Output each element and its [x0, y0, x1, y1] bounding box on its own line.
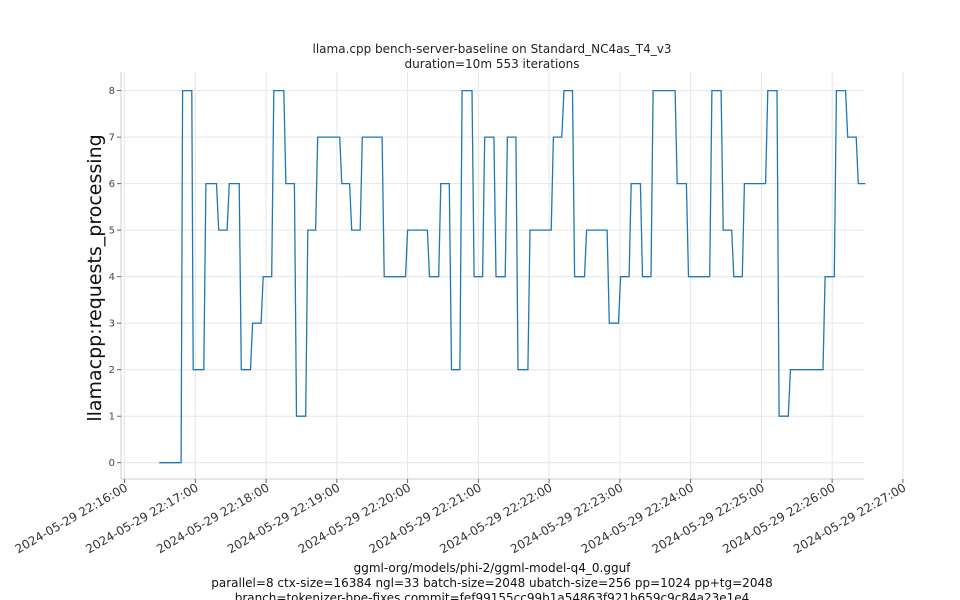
chart-title: llama.cpp bench-server-baseline on Stand… [313, 42, 672, 56]
y-tick-label: 7 [109, 133, 115, 144]
y-tick-label: 5 [109, 226, 115, 237]
y-tick-label: 3 [109, 319, 115, 330]
axes-frame [120, 72, 864, 480]
series-layer [159, 89, 866, 464]
x-tick-label: 2024-05-29 22:24:00 [579, 480, 696, 556]
x-tick-label: 2024-05-29 22:25:00 [650, 480, 767, 556]
y-axis-label: llamacpp:requests_processing [84, 134, 106, 421]
x-tick-label: 2024-05-29 22:21:00 [366, 480, 483, 556]
series-line [159, 89, 866, 464]
y-tick-label: 4 [109, 272, 115, 283]
y-axis-ticks: 0 1 2 3 4 5 6 7 8 [109, 86, 121, 469]
y-tick-label: 6 [109, 179, 115, 190]
y-tick-label: 0 [109, 458, 115, 469]
chart-subtitle: duration=10m 553 iterations [405, 57, 580, 71]
y-tick-label: 2 [109, 365, 115, 376]
x-tick-label: 2024-05-29 22:22:00 [437, 480, 554, 556]
x-tick-label: 2024-05-29 22:19:00 [225, 480, 342, 556]
x-axis-label-branch: branch=tokenizer-bpe-fixes commit=fef991… [235, 591, 750, 600]
x-tick-label: 2024-05-29 22:17:00 [83, 480, 200, 556]
x-tick-label: 2024-05-29 22:18:00 [154, 480, 271, 556]
x-axis-label-model: ggml-org/models/phi-2/ggml-model-q4_0.gg… [354, 561, 632, 575]
x-axis-label-params: parallel=8 ctx-size=16384 ngl=33 batch-s… [211, 576, 772, 590]
x-tick-label: 2024-05-29 22:26:00 [720, 480, 837, 556]
y-tick-label: 8 [109, 86, 115, 97]
x-tick-label: 2024-05-29 22:20:00 [296, 480, 413, 556]
x-tick-label: 2024-05-29 22:23:00 [508, 480, 625, 556]
y-tick-label: 1 [109, 412, 115, 423]
x-tick-label: 2024-05-29 22:16:00 [13, 480, 130, 556]
x-tick-label: 2024-05-29 22:27:00 [791, 480, 908, 556]
grid [121, 72, 904, 479]
